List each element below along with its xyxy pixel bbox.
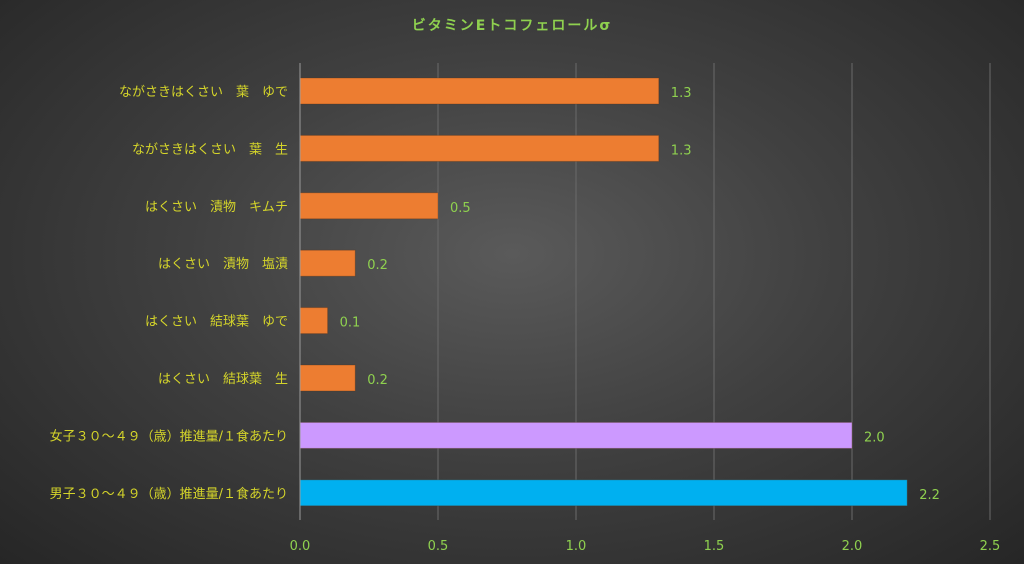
bar: [299, 134, 660, 162]
bar: [299, 249, 356, 277]
category-label: ながさきはくさい 葉 生: [132, 142, 288, 157]
x-tick-label: 0.0: [290, 539, 311, 554]
x-tick-label: 1.0: [566, 539, 587, 554]
data-label: 0.2: [367, 373, 388, 388]
data-label: 0.5: [450, 201, 471, 216]
bar: [299, 421, 853, 449]
bar: [299, 192, 439, 220]
chart-title: ビタミンEトコフェロールσ: [412, 18, 612, 34]
x-tick-label: 2.5: [980, 539, 1001, 554]
category-label: ながさきはくさい 葉 ゆで: [119, 85, 288, 100]
category-label: はくさい 結球葉 ゆで: [145, 315, 288, 330]
category-label: はくさい 結球葉 生: [158, 372, 288, 387]
bar: [299, 77, 660, 105]
data-label: 2.2: [919, 488, 940, 503]
category-label: 女子３０～４９（歳）推進量/１食あたり: [50, 428, 288, 444]
x-tick-label: 2.0: [842, 539, 863, 554]
category-label: 男子３０～４９（歳）推進量/１食あたり: [50, 486, 288, 502]
category-label: はくさい 漬物 キムチ: [145, 200, 288, 215]
bar: [299, 479, 908, 507]
data-label: 0.2: [367, 258, 388, 273]
x-tick-label: 0.5: [428, 539, 449, 554]
category-label: はくさい 漬物 塩漬: [158, 257, 288, 272]
data-label: 2.0: [864, 430, 885, 445]
bar: [299, 364, 356, 392]
bar: [299, 307, 329, 335]
data-label: 0.1: [340, 316, 361, 331]
data-label: 1.3: [671, 86, 692, 101]
x-tick-label: 1.5: [704, 539, 725, 554]
data-label: 1.3: [671, 143, 692, 158]
